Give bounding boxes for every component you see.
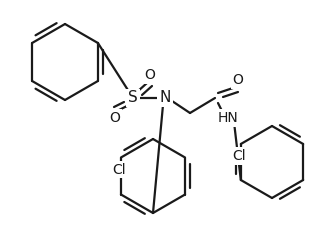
Text: O: O: [145, 68, 156, 82]
Text: Cl: Cl: [112, 162, 126, 176]
Text: O: O: [110, 111, 121, 125]
Text: HN: HN: [218, 111, 238, 125]
Text: S: S: [128, 91, 138, 106]
Text: O: O: [232, 73, 244, 87]
Text: Cl: Cl: [232, 149, 245, 163]
Text: N: N: [159, 91, 171, 106]
